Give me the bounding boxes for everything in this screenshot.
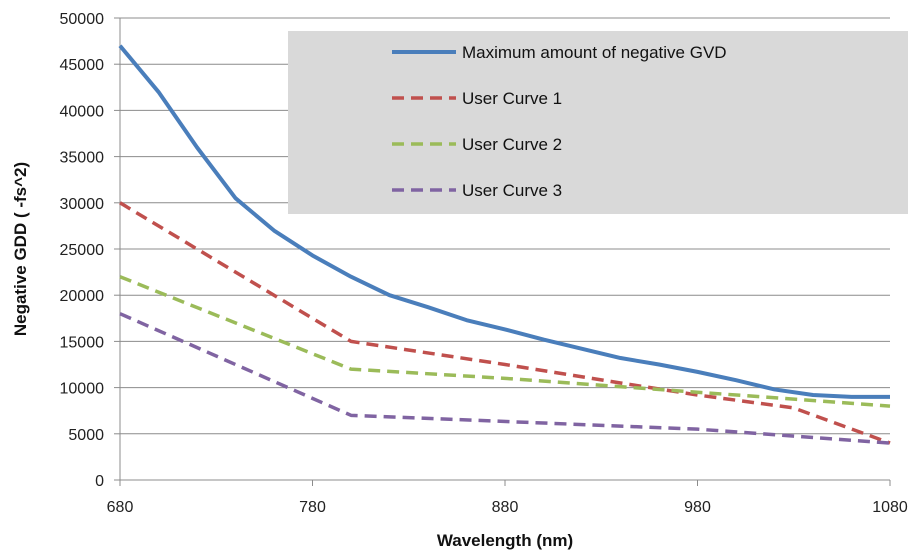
legend-label-4: User Curve 3 [462,181,562,200]
y-tick-label: 10000 [60,381,105,398]
series-line-2 [119,201,891,445]
y-tick-label: 50000 [60,11,105,28]
series-line-4 [119,312,891,445]
y-tick-label: 25000 [60,242,105,259]
y-tick-label: 40000 [60,103,105,120]
axes [114,17,891,486]
legend-label-1: Maximum amount of negative GVD [462,43,727,62]
y-tick-label: 45000 [60,57,105,74]
y-tick-label: 30000 [60,196,105,213]
x-tick-label: 780 [299,499,326,516]
legend-label-2: User Curve 1 [462,89,562,108]
y-tick-label: 0 [95,473,104,490]
x-axis-title: Wavelength (nm) [437,531,573,550]
x-tick-label: 880 [492,499,519,516]
y-tick-label: 5000 [68,427,104,444]
y-tick-label: 15000 [60,334,105,351]
x-tick-label: 1080 [872,499,908,516]
y-axis-title: Negative GDD ( -fs^2) [11,162,30,336]
x-tick-label: 680 [107,499,134,516]
legend-background [288,31,908,214]
y-tick-labels: 0 5000 10000 15000 20000 25000 30000 35000 40000… [60,11,105,490]
x-tick-label: 980 [684,499,711,516]
y-tick-label: 35000 [60,150,105,167]
series-line-1 [118,44,890,399]
series-lines [118,44,891,445]
legend: Maximum amount of negative GVD User Curve… [288,31,908,214]
series-line-3 [119,275,891,408]
x-tick-labels: 680 780 880 980 1080 [107,499,908,516]
legend-label-3: User Curve 2 [462,135,562,154]
y-tick-label: 20000 [60,288,105,305]
